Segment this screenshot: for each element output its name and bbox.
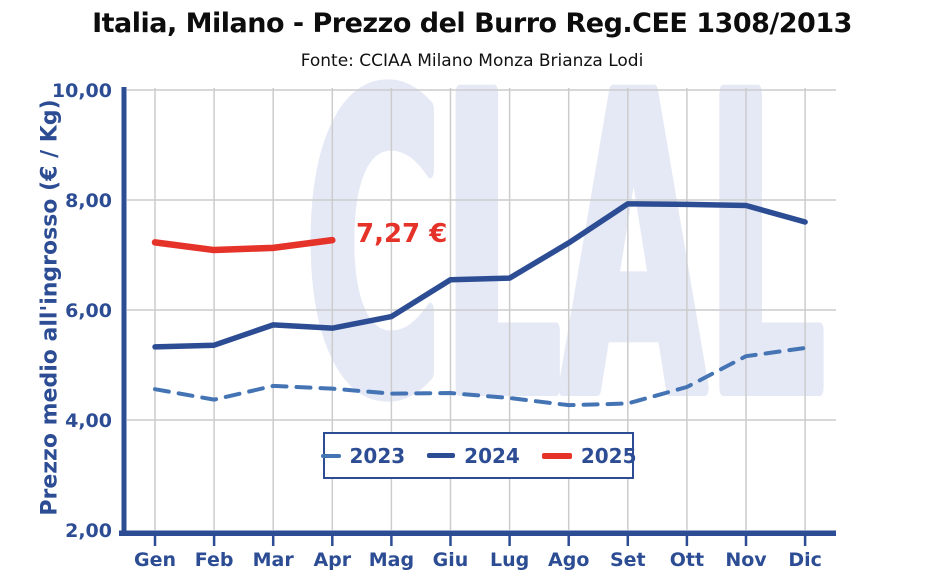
price-annotation: 7,27 € — [356, 219, 448, 249]
x-tick-label: Lug — [490, 549, 529, 571]
legend-item-2025: 2025 — [541, 443, 637, 468]
x-tick-label: Set — [610, 549, 646, 571]
x-tick-label: Ago — [548, 549, 589, 571]
legend: 2023 2024 2025 — [320, 432, 637, 479]
legend-item-2023: 2023 — [320, 443, 406, 468]
x-tick-label: Feb — [195, 549, 234, 571]
y-tick-label: 8,00 — [65, 190, 112, 212]
red-line-swatch-icon — [541, 452, 572, 459]
legend-label-2023: 2023 — [349, 443, 406, 468]
x-tick-label: Gen — [134, 549, 176, 571]
solid-line-swatch-icon — [427, 453, 456, 458]
y-tick-label: 6,00 — [65, 300, 112, 322]
x-tick-label: Mar — [253, 549, 295, 571]
x-tick-label: Mag — [369, 549, 414, 571]
x-tick-label: Giu — [433, 549, 469, 571]
series-line-2025 — [151, 236, 336, 254]
legend-item-2024: 2024 — [427, 444, 520, 468]
x-tick-label: Nov — [725, 549, 767, 571]
legend-label-2024: 2024 — [464, 443, 520, 468]
series-line-2023 — [153, 345, 808, 408]
y-tick-label: 4,00 — [65, 410, 112, 432]
x-axis-line — [119, 530, 836, 536]
dashed-line-swatch-icon — [320, 453, 341, 458]
y-tick-label: 10,00 — [52, 80, 112, 102]
x-tick-label: Ott — [670, 549, 704, 571]
y-axis-spine — [121, 87, 127, 536]
legend-label-2025: 2025 — [580, 443, 637, 468]
x-tick-label: Dic — [788, 549, 822, 571]
x-tick-label: Apr — [313, 549, 351, 571]
series-line-2024 — [152, 201, 808, 350]
chart-title: Italia, Milano - Prezzo del Burro Reg.CE… — [92, 8, 852, 39]
y-tick-label: 2,00 — [65, 520, 112, 542]
chart-subtitle: Fonte: CCIAA Milano Monza Brianza Lodi — [300, 51, 644, 71]
